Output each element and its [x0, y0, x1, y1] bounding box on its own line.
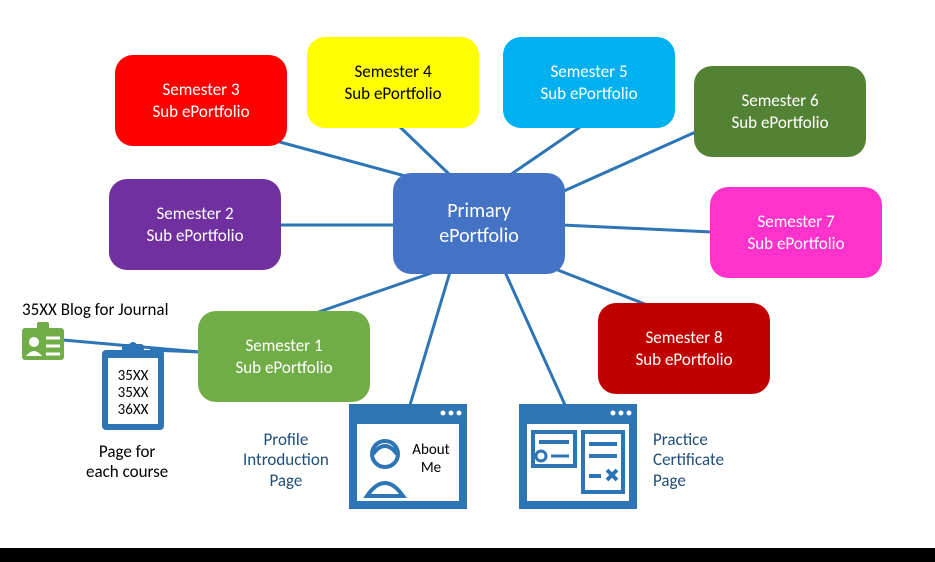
- semester-title: Semester 8: [645, 327, 722, 348]
- svg-text:35XX: 35XX: [118, 367, 149, 385]
- page-each-course-label: Page foreach course: [86, 442, 168, 483]
- semester-node-7: Semester 7Sub ePortfolio: [710, 187, 882, 278]
- semester-subtitle: Sub ePortfolio: [235, 357, 332, 378]
- semester-node-3: Semester 3Sub ePortfolio: [115, 55, 287, 146]
- semester-node-5: Semester 5Sub ePortfolio: [503, 37, 675, 128]
- semester-subtitle: Sub ePortfolio: [540, 83, 637, 104]
- semester-subtitle: Sub ePortfolio: [731, 112, 828, 133]
- svg-text:35XX: 35XX: [118, 384, 149, 402]
- semester-subtitle: Sub ePortfolio: [635, 349, 732, 370]
- semester-node-1: Semester 1Sub ePortfolio: [198, 311, 370, 402]
- semester-node-6: Semester 6Sub ePortfolio: [694, 66, 866, 157]
- svg-text:About: About: [412, 441, 449, 459]
- semester-node-8: Semester 8Sub ePortfolio: [598, 303, 770, 394]
- center-line2: ePortfolio: [439, 224, 519, 249]
- clipboard-icon: 35XX35XX36XX: [100, 342, 166, 432]
- semester-title: Semester 2: [156, 203, 233, 224]
- id-badge-icon: [22, 322, 64, 362]
- semester-subtitle: Sub ePortfolio: [152, 101, 249, 122]
- diagram-canvas: { "diagram":{ "type":"network", "backgro…: [0, 0, 935, 562]
- svg-text:36XX: 36XX: [118, 401, 149, 419]
- center-line1: Primary: [447, 199, 511, 224]
- blog-journal-label: 35XX Blog for Journal: [22, 300, 168, 320]
- practice-page-label: PracticeCertificatePage: [653, 430, 724, 491]
- semester-title: Semester 1: [245, 335, 322, 356]
- semester-node-2: Semester 2Sub ePortfolio: [109, 179, 281, 270]
- svg-text:Me: Me: [421, 459, 441, 477]
- semester-subtitle: Sub ePortfolio: [747, 233, 844, 254]
- semester-title: Semester 6: [741, 90, 818, 111]
- semester-title: Semester 4: [354, 61, 431, 82]
- footer-bar: [0, 548, 935, 562]
- profile-page-label: ProfileIntroductionPage: [243, 430, 329, 491]
- semester-node-4: Semester 4Sub ePortfolio: [307, 37, 479, 128]
- central-node-primary-eportfolio: Primary ePortfolio: [393, 173, 565, 274]
- semester-title: Semester 3: [162, 79, 239, 100]
- profile-window-icon: About Me: [349, 404, 467, 509]
- semester-subtitle: Sub ePortfolio: [344, 83, 441, 104]
- semester-title: Semester 5: [550, 61, 627, 82]
- certificate-window-icon: [519, 404, 637, 509]
- semester-title: Semester 7: [757, 211, 834, 232]
- semester-subtitle: Sub ePortfolio: [146, 225, 243, 246]
